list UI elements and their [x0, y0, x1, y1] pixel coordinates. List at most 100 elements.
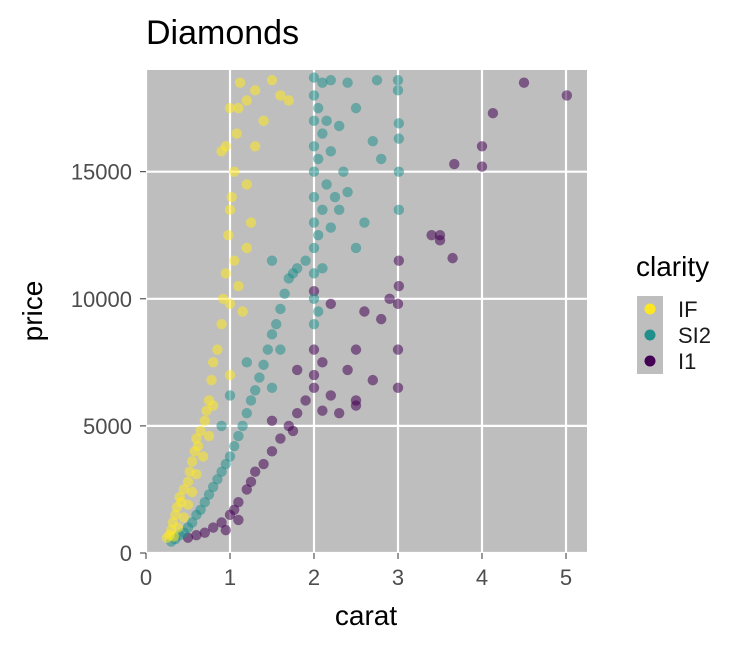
data-point	[187, 517, 198, 528]
legend-item-i1: I1	[637, 348, 696, 374]
data-point	[245, 217, 257, 228]
data-point	[393, 133, 405, 144]
data-point	[359, 306, 370, 317]
data-point	[182, 499, 194, 510]
data-point	[233, 514, 244, 526]
data-point	[561, 90, 573, 101]
data-point	[208, 481, 219, 493]
data-point	[245, 395, 257, 406]
legend-label: I1	[678, 349, 696, 374]
data-point	[308, 90, 320, 101]
data-point	[203, 430, 215, 442]
data-point	[287, 425, 299, 437]
data-point	[393, 255, 405, 266]
data-point	[342, 364, 353, 376]
data-point	[371, 74, 383, 86]
data-point	[254, 372, 265, 383]
data-point	[258, 115, 269, 127]
legend-key-dot	[644, 303, 656, 315]
data-point	[250, 385, 261, 396]
data-point	[308, 344, 320, 355]
y-tick-label: 15000	[71, 160, 132, 185]
data-point	[476, 141, 488, 152]
data-point	[241, 357, 252, 368]
y-tick-label: 5000	[83, 414, 132, 439]
data-point	[195, 425, 206, 437]
chart-title: Diamonds	[146, 14, 299, 52]
x-tick-label: 5	[560, 565, 572, 590]
data-point	[313, 153, 324, 165]
axes: 0 1 2 3 4 5 0 5000 10000 15000	[71, 160, 572, 590]
data-point	[233, 102, 244, 114]
data-point	[313, 306, 324, 317]
data-point	[195, 504, 206, 515]
data-point	[233, 430, 244, 442]
data-point	[191, 530, 202, 541]
data-point	[393, 280, 405, 292]
x-tick-label: 1	[224, 565, 236, 590]
y-axis-title: price	[17, 281, 48, 342]
y-tick-label: 10000	[71, 287, 132, 312]
data-point	[308, 166, 320, 177]
data-point	[321, 115, 332, 127]
data-point	[350, 102, 362, 114]
data-point	[367, 374, 378, 386]
data-point	[258, 359, 269, 371]
data-point	[334, 120, 345, 132]
data-point	[224, 102, 236, 114]
data-point	[476, 161, 488, 172]
data-point	[224, 451, 236, 462]
data-point	[308, 369, 320, 381]
data-point	[250, 85, 261, 96]
data-point	[266, 255, 278, 266]
data-point	[426, 230, 437, 241]
data-point	[233, 280, 244, 292]
data-point	[208, 400, 219, 411]
data-point	[224, 390, 236, 401]
data-point	[308, 268, 320, 279]
data-point	[317, 77, 328, 88]
data-point	[241, 484, 252, 495]
data-point	[229, 504, 240, 515]
data-point	[206, 374, 217, 386]
data-point	[237, 420, 248, 432]
data-point	[216, 420, 227, 432]
data-point	[229, 441, 240, 452]
legend-item-if: IF	[637, 296, 698, 322]
data-point	[250, 466, 261, 477]
data-point	[172, 522, 184, 533]
data-point	[321, 179, 332, 190]
data-point	[266, 74, 278, 86]
data-point	[197, 451, 209, 462]
data-point	[283, 95, 294, 106]
data-point	[279, 288, 290, 299]
data-point	[317, 357, 328, 368]
data-point	[325, 222, 336, 233]
data-point	[308, 285, 320, 297]
data-point	[266, 415, 278, 427]
data-point	[292, 364, 303, 376]
data-point	[168, 531, 179, 542]
data-point	[250, 141, 261, 152]
data-point	[325, 74, 336, 86]
data-point	[334, 204, 345, 216]
data-point	[224, 298, 236, 310]
data-point	[308, 217, 320, 228]
data-point	[447, 252, 458, 264]
data-point	[208, 522, 219, 533]
data-point	[229, 255, 240, 266]
data-point	[325, 390, 336, 401]
x-tick-label: 2	[308, 565, 320, 590]
data-point	[384, 293, 395, 304]
data-point	[350, 242, 362, 254]
data-point	[317, 405, 328, 416]
data-point	[308, 72, 320, 83]
x-axis-title: carat	[335, 600, 397, 631]
data-point	[266, 382, 278, 393]
data-points	[161, 72, 573, 547]
data-point	[392, 382, 404, 393]
data-point	[275, 344, 286, 355]
data-point	[203, 489, 215, 500]
data-point	[392, 344, 404, 355]
